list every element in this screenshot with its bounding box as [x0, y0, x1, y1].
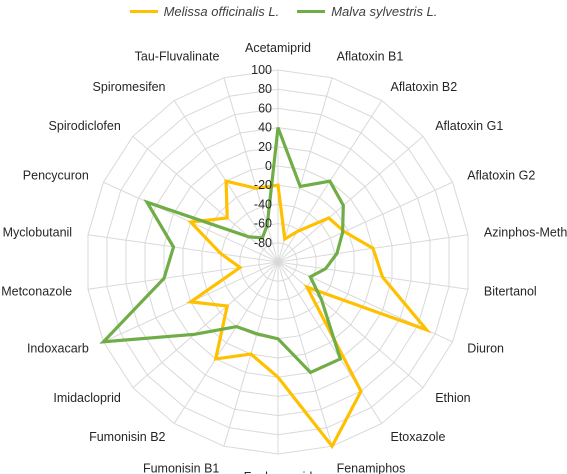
tick-label-1: 80	[258, 82, 272, 96]
tick-label-7: -40	[254, 197, 272, 211]
legend-swatch-malva	[297, 9, 326, 13]
category-label-16: Metconazole	[1, 285, 72, 299]
grid-spoke-13	[173, 261, 279, 424]
tick-label-3: 40	[258, 121, 272, 135]
category-label-4: Aflatoxin G2	[467, 169, 535, 183]
grid-spoke-17	[87, 234, 279, 263]
category-label-6: Bitertanol	[484, 285, 537, 299]
grid-spoke-4	[277, 181, 453, 263]
category-label-0: Acetamiprid	[245, 41, 311, 55]
category-label-19: Spirodiclofen	[49, 119, 121, 133]
grid-spoke-8	[277, 261, 424, 389]
category-label-11: Fenhexamid	[244, 470, 313, 474]
grid-spoke-3	[277, 135, 424, 263]
category-label-9: Etoxazole	[391, 430, 446, 444]
chart-legend: Melissa officinalis L. Malva sylvestris …	[0, 0, 567, 22]
category-label-2: Aflatoxin B2	[391, 80, 458, 94]
grid-spoke-21	[223, 77, 279, 263]
category-label-3: Aflatoxin G1	[435, 119, 503, 133]
tick-label-2: 60	[258, 101, 272, 115]
grid-spoke-14	[132, 261, 279, 389]
grid-spoke-19	[132, 135, 279, 263]
tick-label-5: 0	[265, 159, 272, 173]
grid-spoke-1	[277, 77, 333, 263]
category-label-5: Azinphos-Methyl	[484, 225, 567, 239]
tick-label-4: 20	[258, 140, 272, 154]
category-label-15: Indoxacarb	[27, 341, 89, 355]
legend-item-malva: Malva sylvestris L.	[297, 4, 437, 19]
legend-swatch-melissa	[129, 9, 158, 13]
tick-label-8: -60	[254, 217, 272, 231]
category-label-21: Tau-Fluvalinate	[135, 49, 220, 63]
category-label-7: Diuron	[467, 341, 504, 355]
legend-item-melissa: Melissa officinalis L.	[129, 3, 280, 19]
tick-label-0: 100	[251, 63, 272, 77]
category-label-18: Pencycuron	[23, 169, 89, 183]
series-line-1	[99, 127, 345, 375]
legend-label-melissa: Melissa officinalis L.	[163, 3, 280, 19]
tick-label-6: -20	[254, 178, 272, 192]
grid-spoke-16	[87, 261, 279, 290]
category-label-14: Imidacloprid	[53, 391, 120, 405]
category-label-1: Aflatoxin B1	[337, 49, 404, 63]
category-label-20: Spiromesifen	[93, 80, 166, 94]
legend-label-malva: Malva sylvestris L.	[331, 3, 438, 19]
grid-spoke-9	[277, 261, 383, 424]
category-label-8: Ethion	[435, 391, 470, 405]
grid-spoke-10	[277, 261, 333, 447]
category-label-13: Fumonisin B2	[89, 430, 165, 444]
category-label-12: Fumonisin B1	[143, 462, 219, 474]
grid-spoke-6	[277, 261, 469, 290]
tick-label-9: -80	[254, 236, 272, 250]
category-label-10: Fenamiphos	[337, 462, 406, 474]
category-label-17: Myclobutanil	[3, 225, 72, 239]
